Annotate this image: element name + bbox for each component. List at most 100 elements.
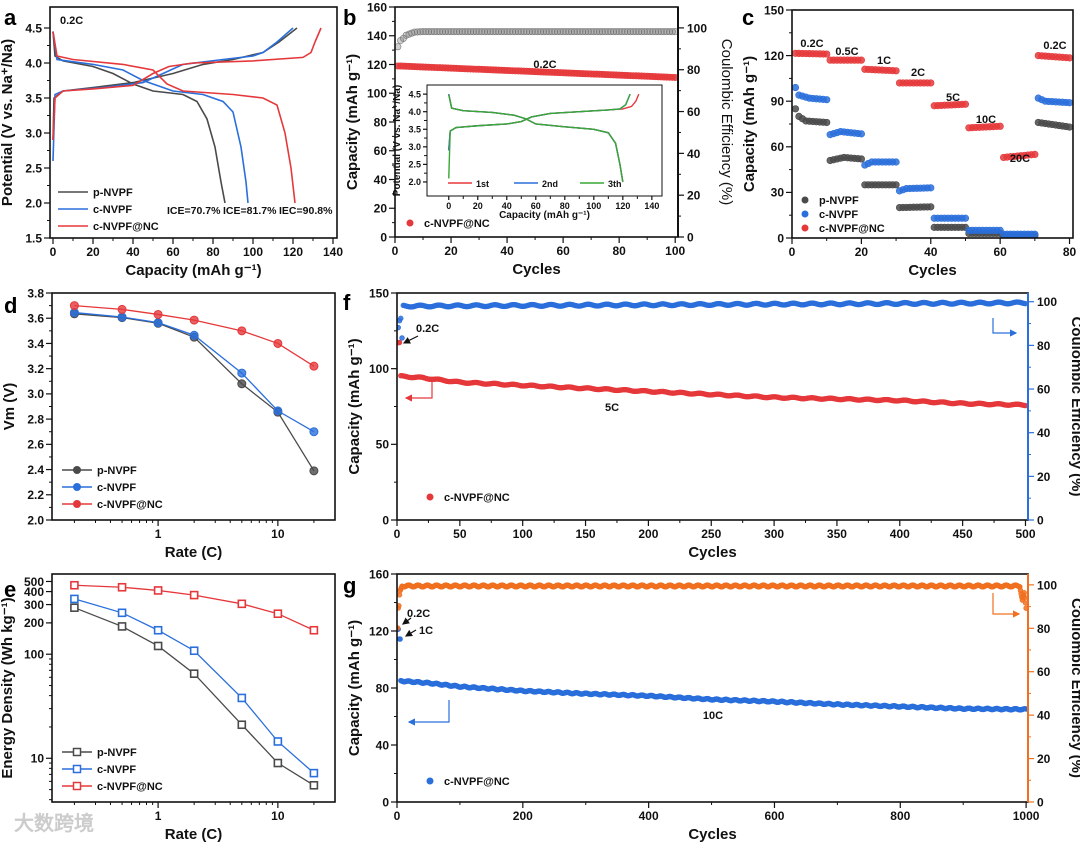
y2-tick-label: 100 bbox=[1037, 578, 1057, 592]
x-tick-label: 400 bbox=[890, 527, 910, 541]
data-point bbox=[601, 28, 609, 36]
y-tick-label: 400 bbox=[24, 585, 44, 599]
annotation: 1C bbox=[419, 625, 433, 637]
data-point bbox=[189, 669, 199, 678]
arrow-ce-axis bbox=[992, 318, 1018, 337]
legend-item: c-NVPF@NC bbox=[406, 218, 490, 230]
plot-frame bbox=[396, 292, 1029, 521]
data-point bbox=[961, 100, 970, 108]
x-tick-label: 80 bbox=[206, 245, 220, 259]
annotation: 2C bbox=[911, 67, 925, 79]
data-point bbox=[422, 28, 430, 36]
y-tick-label: 500 bbox=[24, 575, 44, 589]
y-tick-label: 120 bbox=[764, 49, 784, 63]
data-point bbox=[668, 28, 676, 36]
legend-label: c-NVPF@NC bbox=[93, 221, 159, 233]
legend-label: c-NVPF@NC bbox=[424, 218, 490, 230]
data-point bbox=[509, 28, 517, 36]
y-tick-label: 100 bbox=[369, 362, 389, 376]
data-point bbox=[237, 326, 247, 336]
y-tick-label: 4.0 bbox=[25, 56, 42, 70]
data-point bbox=[857, 56, 865, 64]
data-point bbox=[624, 28, 632, 36]
x-tick-label: 100 bbox=[586, 201, 601, 211]
legend-label: c-NVPF bbox=[93, 204, 132, 216]
data-point bbox=[398, 315, 404, 322]
x-tick-label: 100 bbox=[513, 527, 533, 541]
legend-label: c-NVPF@NC bbox=[444, 492, 510, 504]
data-point bbox=[666, 28, 674, 36]
x-axis-label: Cycles bbox=[908, 262, 956, 279]
arrow-capacity-axis bbox=[407, 700, 450, 726]
x-tick-label: 400 bbox=[639, 809, 659, 823]
arrow-ce-axis bbox=[992, 593, 1021, 618]
watermark: 大数跨境 bbox=[14, 811, 94, 835]
legend-label: c-NVPF bbox=[97, 482, 136, 494]
data-point bbox=[568, 28, 576, 36]
data-point bbox=[1031, 150, 1039, 158]
panel-label-d: d bbox=[4, 293, 17, 318]
data-point bbox=[439, 28, 447, 36]
panel-label-g: g bbox=[343, 573, 356, 598]
data-point bbox=[397, 636, 403, 642]
y-tick-label: 4.5 bbox=[25, 21, 42, 35]
legend-marker bbox=[73, 466, 81, 474]
x-axis-label: Rate (C) bbox=[165, 544, 223, 561]
x-tick-label: 0 bbox=[50, 245, 57, 259]
x-tick-label: 0 bbox=[394, 527, 401, 541]
data-point bbox=[587, 28, 595, 36]
x-tick-label: 1 bbox=[155, 809, 162, 823]
y-tick-label: 2.0 bbox=[408, 177, 421, 187]
data-point bbox=[153, 586, 163, 595]
y-tick-label: 80 bbox=[374, 115, 388, 129]
y2-tick-label: 40 bbox=[1037, 426, 1051, 440]
data-point bbox=[419, 28, 427, 36]
data-point bbox=[525, 28, 533, 36]
panel-b: 0 20 40 60 80 1000204060801001201401600204060… bbox=[343, 0, 735, 278]
x-axis-label: Cycles bbox=[688, 544, 736, 561]
x-tick-label: 60 bbox=[531, 201, 541, 211]
panel-c: 0 20 40 60 80 0 30 60 90 120 150 Cycles Capacity (mA… bbox=[741, 3, 1077, 279]
x-tick-label: 200 bbox=[513, 809, 533, 823]
panel-d: 1 10 2.0 2.2 2.4 2.6 2.8 3.0 3.2 3.4 3.6 3.8 Rate (C… bbox=[1, 286, 336, 561]
x-tick-label: 800 bbox=[890, 809, 910, 823]
annotation: ICE=81.7% bbox=[223, 205, 277, 217]
y-tick-label: 100 bbox=[24, 648, 44, 662]
x-tick-label: 600 bbox=[764, 809, 784, 823]
x-tick-label: 300 bbox=[764, 527, 784, 541]
y-tick-label: 2.4 bbox=[27, 463, 44, 477]
y2-tick-label: 0 bbox=[1037, 514, 1044, 528]
data-point bbox=[559, 28, 567, 36]
y-tick-label: 90 bbox=[771, 95, 785, 109]
legend-label: 2nd bbox=[542, 179, 558, 189]
annotation: IEC=90.8% bbox=[279, 205, 333, 217]
curve-charge-3th bbox=[448, 93, 631, 179]
x-axis-label: Cycles bbox=[512, 261, 560, 278]
legend-item: p-NVPF bbox=[58, 187, 133, 199]
data-point bbox=[590, 28, 598, 36]
y-tick-label: 0 bbox=[382, 513, 389, 527]
data-point bbox=[430, 28, 438, 36]
data-point bbox=[309, 768, 319, 778]
data-point bbox=[467, 28, 475, 36]
y2-tick-label: 60 bbox=[1037, 383, 1051, 397]
y-tick-label: 4.0 bbox=[408, 107, 421, 117]
data-point bbox=[643, 28, 651, 36]
data-point bbox=[70, 580, 79, 590]
data-point bbox=[447, 28, 455, 36]
data-point bbox=[646, 28, 654, 36]
y-tick-label: 40 bbox=[374, 173, 388, 187]
annotation: 10C bbox=[976, 114, 996, 126]
data-point bbox=[551, 28, 559, 36]
y-axis-label: Capacity (mAh g⁻¹) bbox=[346, 338, 363, 474]
data-point bbox=[654, 28, 662, 36]
y2-tick-label: 100 bbox=[687, 21, 707, 35]
legend-item: c-NVPF bbox=[801, 209, 858, 221]
data-point bbox=[548, 28, 556, 36]
legend-marker bbox=[72, 764, 82, 774]
data-point bbox=[542, 28, 550, 36]
data-point bbox=[640, 28, 648, 36]
data-point bbox=[823, 96, 831, 104]
data-point bbox=[189, 330, 199, 340]
y2-axis-label: Coulombic Efficiency (%) bbox=[1068, 598, 1080, 778]
